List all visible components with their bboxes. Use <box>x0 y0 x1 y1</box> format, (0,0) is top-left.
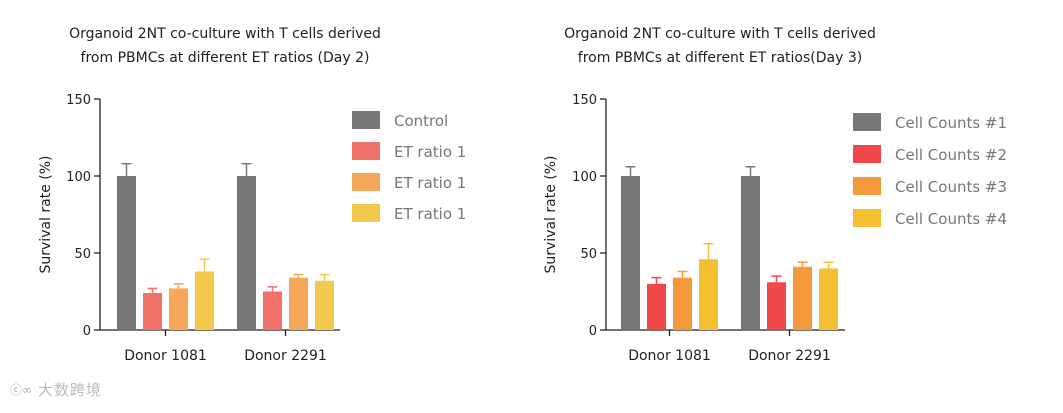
bar <box>673 277 692 330</box>
bar <box>647 283 666 330</box>
legend-swatch <box>853 145 881 163</box>
legend-label: Cell Counts #2 <box>895 146 1007 164</box>
legend-swatch <box>853 177 881 195</box>
legend-label: ET ratio 1 <box>394 143 466 161</box>
y-tick-label: 100 <box>572 170 597 185</box>
x-tick-label: Donor 2291 <box>748 348 831 364</box>
bar <box>143 293 162 330</box>
y-tick-label: 150 <box>66 93 91 108</box>
bar <box>117 176 136 330</box>
legend-swatch <box>352 173 380 191</box>
footer-logo: ⓒ∞ 大数跨境 <box>10 378 102 400</box>
chart-day2: Organoid 2NT co-culture with T cells der… <box>0 0 530 409</box>
chart-day3: Organoid 2NT co-culture with T cells der… <box>531 0 1063 409</box>
legend-swatch <box>352 142 380 160</box>
legend-swatch <box>853 209 881 227</box>
bar <box>169 288 188 330</box>
bar <box>195 271 214 330</box>
legend-label: ET ratio 1 <box>394 174 466 192</box>
y-axis-label: Survival rate (%) <box>38 155 54 273</box>
bar <box>289 277 308 330</box>
logo-mark-icon: ⓒ∞ <box>10 382 32 397</box>
chart-title-line: from PBMCs at different ET ratios (Day 2… <box>81 50 370 66</box>
bar <box>819 268 838 330</box>
x-tick-label: Donor 1081 <box>124 348 207 364</box>
y-tick-label: 150 <box>572 93 597 108</box>
legend-label: Cell Counts #1 <box>895 114 1007 132</box>
legend-swatch <box>352 204 380 222</box>
legend-label: Cell Counts #3 <box>895 178 1007 196</box>
legend-swatch <box>352 111 380 129</box>
y-tick-label: 100 <box>66 170 91 185</box>
bar <box>263 291 282 330</box>
bar <box>315 280 334 330</box>
bar <box>793 266 812 330</box>
legend-label: ET ratio 1 <box>394 205 466 223</box>
bar <box>237 176 256 330</box>
y-tick-label: 50 <box>580 247 597 262</box>
x-tick-label: Donor 1081 <box>628 348 711 364</box>
legend-swatch <box>853 113 881 131</box>
y-tick-label: 0 <box>83 324 91 339</box>
chart-title-line: from PBMCs at different ET ratios(Day 3) <box>578 50 862 66</box>
chart-title-line: Organoid 2NT co-culture with T cells der… <box>69 26 381 42</box>
chart-day3-svg: Organoid 2NT co-culture with T cells der… <box>543 26 1007 364</box>
brand-name: 大数跨境 <box>38 380 103 399</box>
chart-day2-svg: Organoid 2NT co-culture with T cells der… <box>38 26 466 364</box>
y-tick-label: 50 <box>74 247 91 262</box>
bar <box>699 259 718 330</box>
legend-label: Control <box>394 112 448 130</box>
y-axis-label: Survival rate (%) <box>543 155 559 273</box>
x-tick-label: Donor 2291 <box>244 348 327 364</box>
chart-title-line: Organoid 2NT co-culture with T cells der… <box>564 26 876 42</box>
bar <box>767 282 786 330</box>
bar <box>741 176 760 330</box>
bar <box>621 176 640 330</box>
legend-label: Cell Counts #4 <box>895 210 1007 228</box>
y-tick-label: 0 <box>589 324 597 339</box>
